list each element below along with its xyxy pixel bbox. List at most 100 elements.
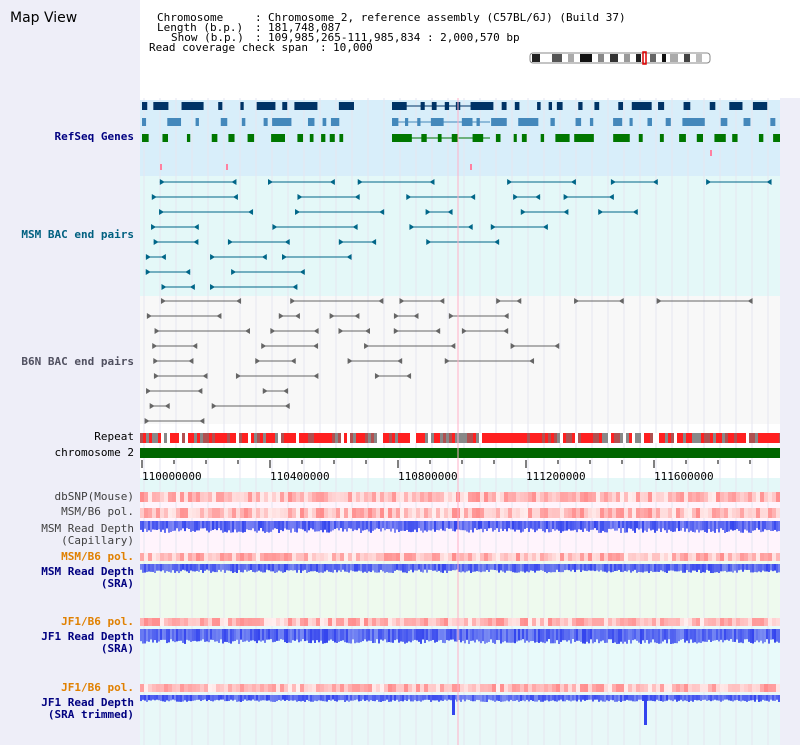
heat-bar bbox=[628, 492, 632, 502]
depth-bar bbox=[640, 564, 642, 573]
heat-bar bbox=[540, 508, 544, 518]
depth-bar bbox=[638, 695, 640, 700]
depth-bar bbox=[556, 521, 558, 530]
depth-bar bbox=[606, 695, 608, 701]
depth-bar bbox=[498, 521, 500, 532]
depth-bar bbox=[144, 695, 146, 701]
heat-bar bbox=[660, 492, 664, 502]
heat-bar bbox=[268, 508, 272, 518]
depth-bar bbox=[468, 564, 470, 571]
depth-bar bbox=[390, 629, 392, 643]
depth-bar bbox=[508, 695, 510, 702]
depth-bar bbox=[232, 629, 234, 642]
depth-bar bbox=[574, 564, 576, 573]
depth-bar bbox=[474, 695, 476, 702]
bac-end bbox=[278, 313, 284, 319]
heat-bar bbox=[388, 508, 392, 518]
depth-bar bbox=[600, 521, 602, 533]
depth-bar bbox=[638, 629, 640, 643]
depth-bar bbox=[646, 521, 648, 532]
gene-exon bbox=[495, 134, 501, 142]
gene-exon bbox=[321, 134, 326, 142]
repeat-bar bbox=[422, 433, 425, 443]
depth-bar bbox=[706, 564, 708, 570]
bac-end bbox=[292, 284, 298, 290]
heat-bar bbox=[360, 618, 364, 626]
depth-bar bbox=[544, 521, 546, 533]
depth-bar bbox=[584, 564, 586, 571]
depth-bar bbox=[348, 629, 350, 644]
depth-bar bbox=[494, 629, 496, 644]
depth-bar bbox=[198, 521, 200, 531]
heat-bar bbox=[464, 508, 468, 518]
heat-bar bbox=[496, 492, 500, 502]
label-refseq-genes[interactable]: RefSeq Genes bbox=[54, 130, 134, 143]
heat-bar bbox=[488, 684, 492, 692]
label-b6n-bac-end-pairs[interactable]: B6N BAC end pairs bbox=[21, 355, 134, 368]
heat-bar bbox=[308, 553, 312, 561]
chromosome-ideogram[interactable] bbox=[140, 0, 800, 98]
gene-exon bbox=[220, 118, 228, 126]
heat-bar bbox=[652, 492, 656, 502]
depth-bar bbox=[312, 521, 314, 530]
depth-bar bbox=[544, 629, 546, 644]
depth-bar bbox=[330, 521, 332, 532]
depth-bar bbox=[558, 629, 560, 644]
depth-bar bbox=[686, 695, 688, 702]
depth-bar bbox=[314, 521, 316, 532]
bac-end bbox=[510, 343, 516, 349]
depth-bar bbox=[702, 521, 704, 531]
heat-bar bbox=[692, 492, 696, 502]
heat-bar bbox=[352, 492, 356, 502]
depth-bar bbox=[438, 564, 440, 571]
depth-bar bbox=[518, 564, 520, 573]
msm-bac-band bbox=[140, 176, 780, 296]
depth-bar bbox=[532, 564, 534, 571]
depth-bar bbox=[428, 521, 430, 531]
refseq-marker bbox=[226, 164, 228, 170]
depth-bar bbox=[414, 695, 416, 701]
gene-exon bbox=[247, 134, 255, 142]
depth-bar bbox=[498, 564, 500, 573]
repeat-bar bbox=[749, 433, 752, 443]
depth-bar bbox=[338, 521, 340, 531]
depth-bar bbox=[506, 564, 508, 571]
depth-bar bbox=[722, 695, 724, 701]
bac-end bbox=[255, 358, 261, 364]
depth-bar bbox=[188, 521, 190, 530]
tracks-canvas[interactable]: 110000000 110400000 110800000 111200000 … bbox=[140, 98, 780, 745]
depth-bar bbox=[606, 564, 608, 573]
label-msm-bac-end-pairs[interactable]: MSM BAC end pairs bbox=[21, 228, 134, 241]
depth-bar bbox=[594, 629, 596, 643]
heat-bar bbox=[168, 618, 172, 626]
heat-bar bbox=[484, 492, 488, 502]
heat-bar bbox=[184, 618, 188, 626]
depth-bar bbox=[518, 629, 520, 641]
depth-bar bbox=[264, 521, 266, 533]
depth-bar bbox=[402, 564, 404, 573]
depth-bar bbox=[334, 695, 336, 702]
heat-bar bbox=[372, 508, 376, 518]
depth-bar bbox=[542, 629, 544, 643]
heat-bar bbox=[384, 492, 388, 502]
heat-bar bbox=[756, 553, 760, 561]
depth-bar bbox=[612, 521, 614, 529]
depth-bar bbox=[240, 521, 242, 532]
depth-bar bbox=[240, 629, 242, 640]
depth-bar bbox=[400, 564, 402, 571]
repeat-bar bbox=[674, 433, 677, 443]
depth-bar bbox=[634, 629, 636, 640]
depth-bar bbox=[162, 564, 164, 571]
heat-bar bbox=[688, 492, 692, 502]
depth-bar bbox=[632, 521, 634, 531]
heat-bar bbox=[324, 508, 328, 518]
heat-bar bbox=[732, 508, 736, 518]
heat-bar bbox=[576, 553, 580, 561]
heat-bar bbox=[732, 553, 736, 561]
depth-bar bbox=[154, 564, 156, 574]
depth-bar bbox=[382, 695, 384, 702]
heat-bar bbox=[504, 618, 508, 626]
heat-bar bbox=[376, 508, 380, 518]
heat-bar bbox=[428, 618, 432, 626]
heat-bar bbox=[628, 618, 632, 626]
